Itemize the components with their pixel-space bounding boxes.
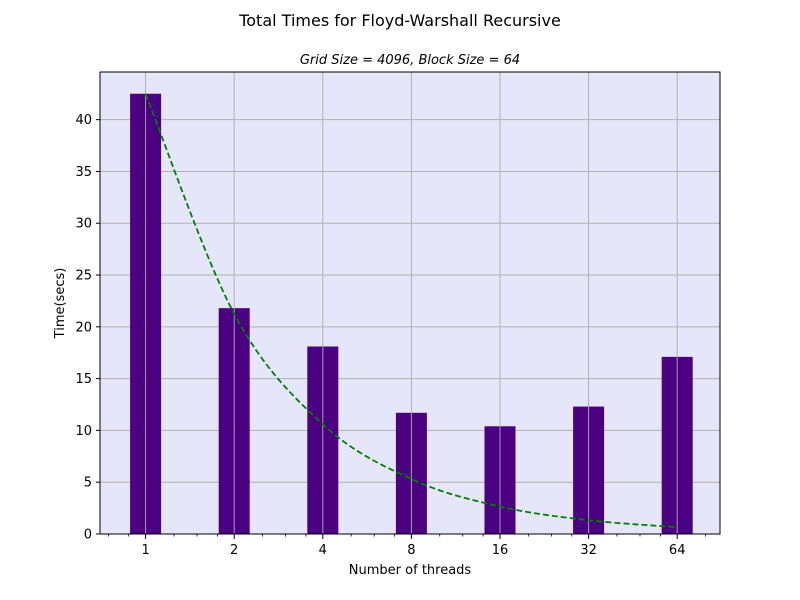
x-tick-label: 2 <box>230 543 238 558</box>
y-tick-label: 30 <box>75 217 92 232</box>
y-tick-label: 0 <box>84 528 92 543</box>
ticks: 0 5 10 15 20 25 30 35 40 1 2 4 8 16 32 64 <box>75 113 706 558</box>
y-tick-label: 25 <box>75 269 92 284</box>
x-tick-label: 64 <box>669 543 686 558</box>
y-tick-label: 5 <box>84 476 92 491</box>
chart-title: Total Times for Floyd-Warshall Recursive <box>238 11 561 30</box>
x-tick-label: 8 <box>407 543 415 558</box>
y-tick-label: 15 <box>75 372 92 387</box>
chart-subtitle: Grid Size = 4096, Block Size = 64 <box>300 53 520 68</box>
y-tick-label: 35 <box>75 165 92 180</box>
trend-line-layer <box>144 93 678 529</box>
x-tick-label: 32 <box>580 543 597 558</box>
x-tick-label: 1 <box>141 543 149 558</box>
bars <box>130 93 693 535</box>
y-tick-label: 20 <box>75 320 92 335</box>
x-tick-label: 16 <box>492 543 509 558</box>
plot-frame <box>99 71 721 535</box>
x-tick-label: 4 <box>319 543 327 558</box>
y-tick-label: 10 <box>75 424 92 439</box>
y-tick-label: 40 <box>75 113 92 128</box>
y-axis-label: Time(secs) <box>53 268 68 340</box>
x-axis-label: Number of threads <box>349 563 472 578</box>
trend-line <box>144 93 678 529</box>
